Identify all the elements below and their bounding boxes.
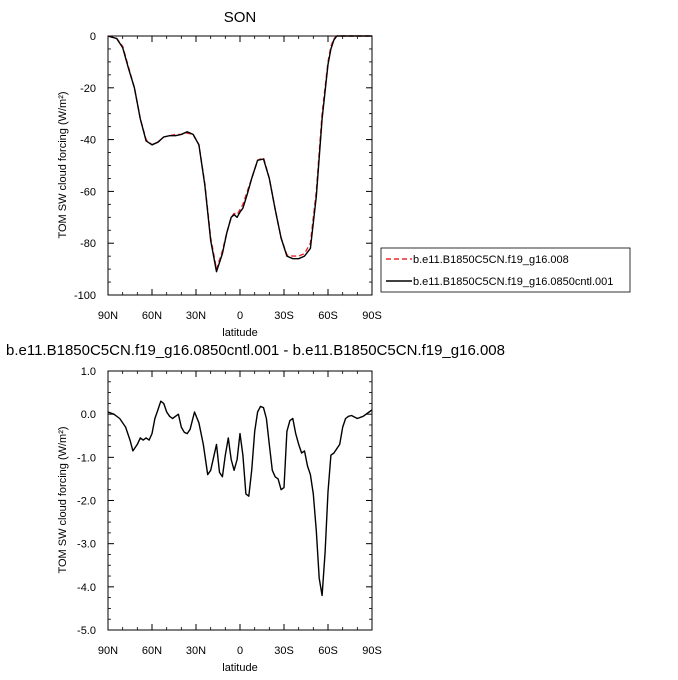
top-series-line-1 [107,35,372,270]
bottom-y-tick-label: 1.0 [81,366,96,378]
top-x-ticks: 90N 60N 30N 0 30S 60S 90S [98,36,382,322]
bottom-y-axis-label: TOM SW cloud forcing (W/m²) [57,426,69,573]
top-series-lines [107,35,372,273]
bottom-y-tick-label: -4.0 [77,582,96,594]
top-x-tick-label: 90N [98,310,118,322]
top-x-axis-label: latitude [222,327,257,339]
bottom-x-ticks: 90N 60N 30N 0 30S 60S 90S [98,371,382,657]
bottom-title: b.e11.B1850C5CN.f19_g16.0850cntl.001 - b… [6,342,505,359]
bottom-x-tick-label: 90S [362,645,382,657]
bottom-y-tick-label: -3.0 [77,539,96,551]
bottom-series-line-1 [107,400,373,597]
bottom-y-tick-label: -1.0 [77,452,96,464]
top-x-tick-label: 0 [237,310,243,322]
top-x-tick-label: 30S [274,310,294,322]
bottom-y-ticks: 1.0 0.0 -1.0 -2.0 -3.0 -4.0 -5.0 [77,366,372,637]
top-x-tick-label: 60S [318,310,338,322]
top-y-tick-label: -20 [80,83,96,95]
bottom-panel: b.e11.B1850C5CN.f19_g16.0850cntl.001 - b… [6,342,505,674]
bottom-x-tick-label: 30N [186,645,206,657]
top-panel: SON 0-20-40-60-80-100 90N 60N 30N 0 30S 60S 90… [57,9,631,339]
bottom-x-axis-label: latitude [222,662,257,674]
top-y-tick-label: -100 [74,290,96,302]
top-y-tick-label: 0 [90,31,96,43]
top-title: SON [224,9,257,26]
bottom-x-tick-label: 60N [142,645,162,657]
bottom-x-tick-label: 60S [318,645,338,657]
bottom-y-tick-label: -2.0 [77,496,96,508]
bottom-y-tick-label: 0.0 [81,409,96,421]
legend-box [380,247,631,293]
top-y-axis-label: TOM SW cloud forcing (W/m²) [57,91,69,238]
top-y-tick-label: -80 [80,238,96,250]
bottom-x-tick-label: 30S [274,645,294,657]
bottom-plot-frame [107,370,373,631]
top-y-tick-label: -60 [80,186,96,198]
legend-label-series-2: b.e11.B1850C5CN.f19_g16.0850cntl.001 [413,276,613,288]
bottom-series-lines [107,400,373,597]
legend-label-series-1: b.e11.B1850C5CN.f19_g16.008 [413,254,569,266]
bottom-y-tick-label: -5.0 [77,625,96,637]
top-x-tick-label: 60N [142,310,162,322]
top-series-line-2 [107,35,372,273]
top-plot-frame [107,35,373,296]
top-y-ticks: 0 -20 -40 -60 -80 -100 [74,31,372,302]
bottom-x-tick-label: 0 [237,645,243,657]
top-y-tick-label: -40 [80,135,96,147]
legend: b.e11.B1850C5CN.f19_g16.008 b.e11.B1850C… [380,247,631,293]
bottom-x-tick-label: 90N [98,645,118,657]
top-x-tick-label: 90S [362,310,382,322]
top-x-tick-label: 30N [186,310,206,322]
